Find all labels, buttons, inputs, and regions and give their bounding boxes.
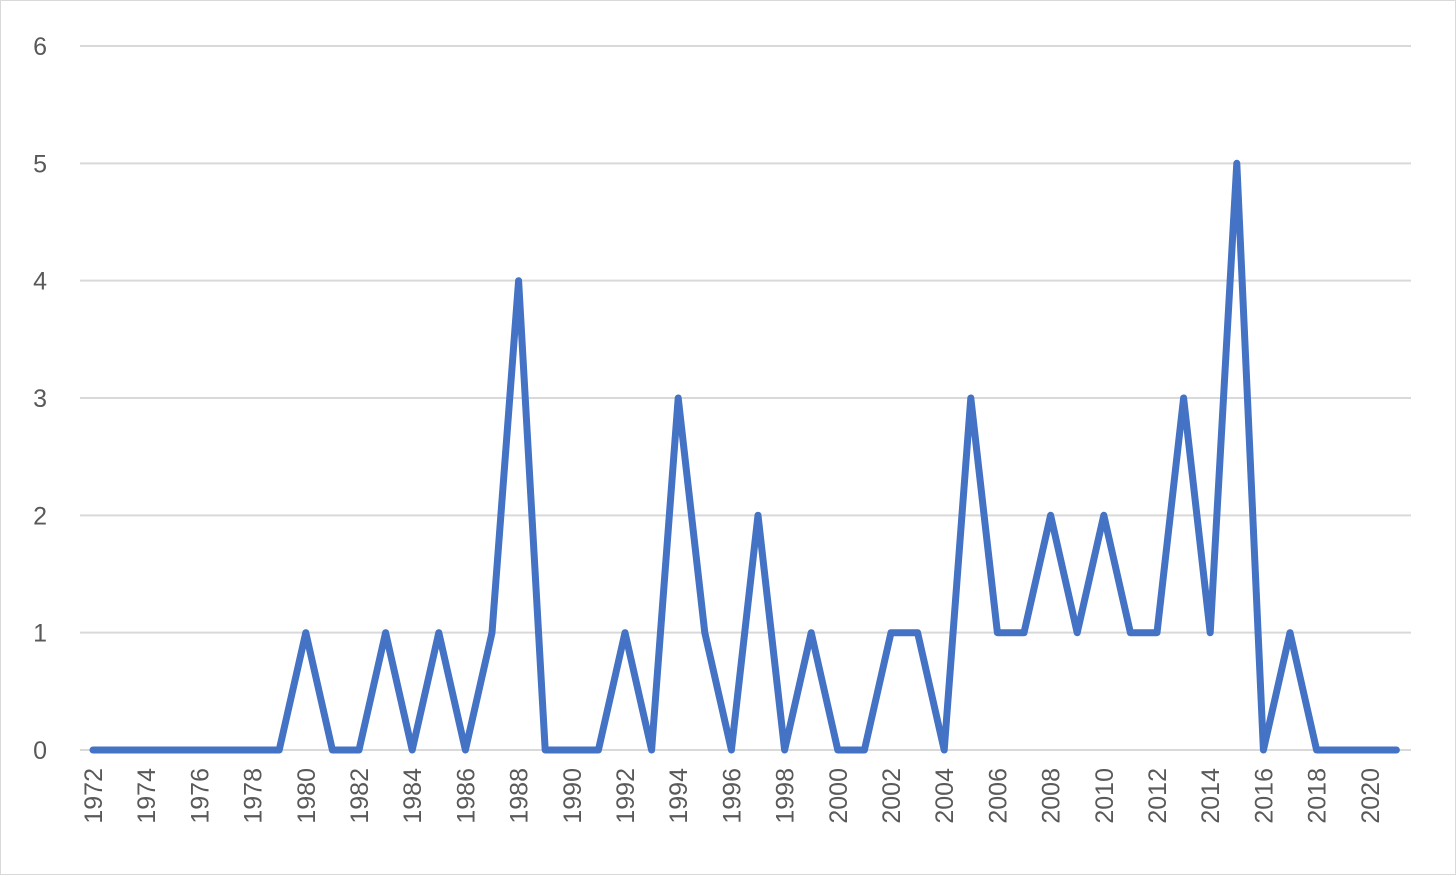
x-tick-label: 1982 bbox=[346, 768, 374, 824]
x-tick-label: 2000 bbox=[825, 768, 853, 824]
x-tick-label: 2002 bbox=[878, 768, 906, 824]
x-tick-label: 1990 bbox=[559, 768, 587, 824]
x-tick-label: 2020 bbox=[1357, 768, 1385, 824]
x-tick-label: 1980 bbox=[293, 768, 321, 824]
x-tick-label: 1992 bbox=[612, 768, 640, 824]
y-tick-label: 0 bbox=[33, 737, 47, 765]
x-tick-label: 1984 bbox=[399, 768, 427, 824]
x-tick-label: 2010 bbox=[1091, 768, 1119, 824]
x-tick-label: 2008 bbox=[1038, 768, 1066, 824]
x-tick-label: 1978 bbox=[240, 768, 268, 824]
y-tick-label: 5 bbox=[33, 150, 47, 178]
x-tick-label: 2016 bbox=[1250, 768, 1278, 824]
x-tick-label: 2006 bbox=[984, 768, 1012, 824]
x-tick-label: 1986 bbox=[452, 768, 480, 824]
x-axis-ticks: 1972 1974 1976 1978 1980 1982 1984 1986 1988 1990… bbox=[80, 768, 1385, 824]
x-tick-label: 1976 bbox=[186, 768, 214, 824]
x-tick-label: 2014 bbox=[1197, 768, 1225, 824]
x-tick-label: 1996 bbox=[718, 768, 746, 824]
x-tick-label: 2004 bbox=[931, 768, 959, 824]
x-tick-label: 1974 bbox=[133, 768, 161, 824]
y-tick-label: 2 bbox=[33, 502, 47, 530]
y-tick-label: 1 bbox=[33, 620, 47, 648]
y-axis-ticks: 0 1 2 3 4 5 6 bbox=[33, 33, 47, 765]
series-line-0 bbox=[93, 163, 1396, 750]
x-tick-label: 1998 bbox=[772, 768, 800, 824]
x-tick-label: 1972 bbox=[80, 768, 108, 824]
x-tick-label: 2018 bbox=[1304, 768, 1332, 824]
y-tick-label: 6 bbox=[33, 33, 47, 61]
series-layer bbox=[93, 163, 1397, 750]
x-tick-label: 1988 bbox=[506, 768, 534, 824]
y-tick-label: 3 bbox=[33, 385, 47, 413]
x-tick-label: 1994 bbox=[665, 768, 693, 824]
y-tick-label: 4 bbox=[33, 268, 47, 296]
x-tick-label: 2012 bbox=[1144, 768, 1172, 824]
